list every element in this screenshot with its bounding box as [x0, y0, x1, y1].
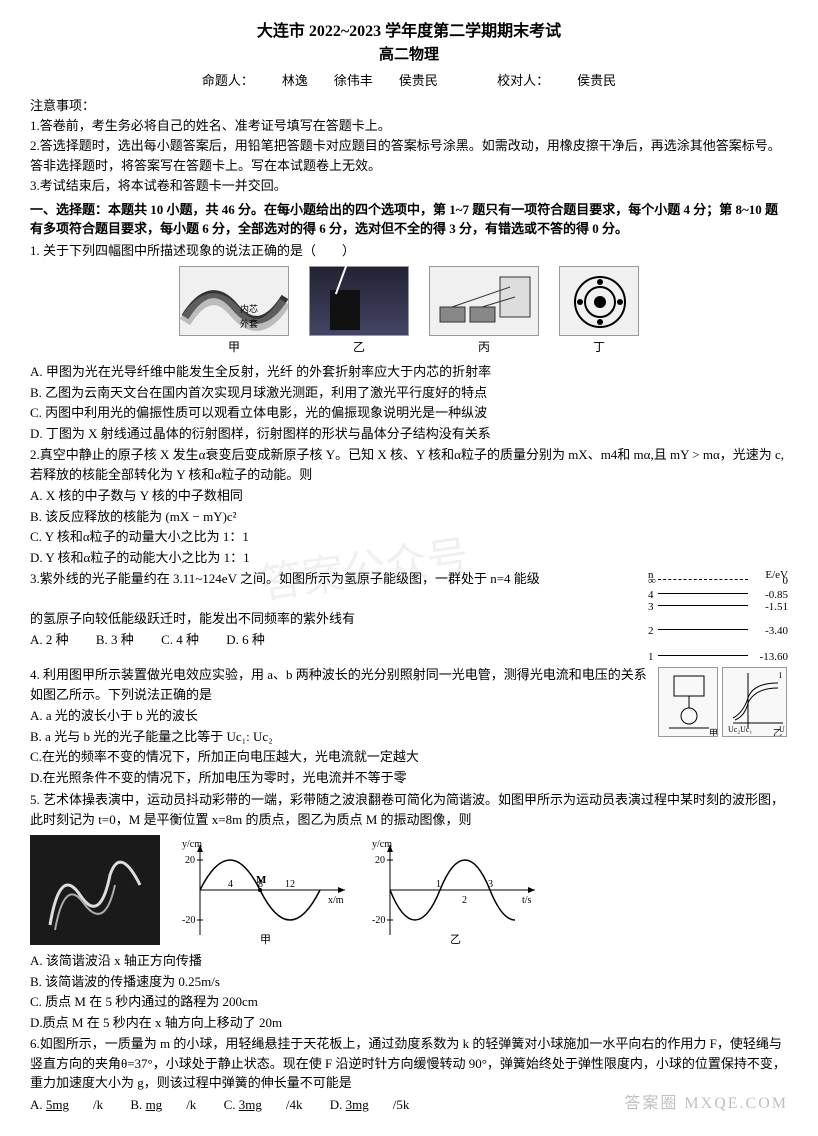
svg-text:y/cm: y/cm [182, 839, 202, 850]
q6-opt-b: B. mg/k [130, 1097, 196, 1112]
q6-stem: 6.如图所示，一质量为 m 的小球，用轻绳悬挂于天花板上，通过劲度系数为 k 的… [30, 1034, 788, 1093]
notice-item: 1.答卷前，考生务必将自己的姓名、准考证号填写在答题卡上。 [30, 116, 788, 136]
svg-text:甲: 甲 [709, 728, 718, 737]
question-3: n E/eV ∞04-0.853-1.512-3.401-13.60 3.紫外线… [30, 569, 788, 663]
author-label: 命题人：林逸 徐伟丰 侯贵民 [188, 73, 452, 88]
q5-opt-a: A. 该简谐波沿 x 轴正方向传播 [30, 951, 788, 971]
q6-options: A. 5mg/k B. mg/k C. 3mg/4k D. 3mg/5k [30, 1095, 788, 1115]
svg-text:t/s: t/s [522, 895, 532, 906]
q1-figures: 内芯 外套 甲 乙 丙 [30, 266, 788, 356]
q1-opt-d: D. 丁图为 X 射线通过晶体的衍射图样，衍射图样的形状与晶体分子结构没有关系 [30, 424, 788, 444]
q4-opt-d: D.在光照条件不变的情况下，所加电压为零时，光电流并不等于零 [30, 768, 788, 788]
svg-text:-20: -20 [182, 915, 195, 926]
svg-text:乙: 乙 [773, 728, 782, 737]
wave-graph-jia: y/cm x/m 20 -20 4 8 12 M 甲 [180, 835, 350, 945]
svg-text:甲: 甲 [260, 934, 271, 945]
notice-block: 注意事项： 1.答卷前，考生务必将自己的姓名、准考证号填写在答题卡上。 2.答选… [30, 96, 788, 196]
svg-text:y/cm: y/cm [372, 839, 392, 850]
notice-label: 注意事项： [30, 96, 788, 116]
svg-text:2: 2 [462, 895, 467, 906]
question-1: 1. 关于下列四幅图中所描述现象的说法正确的是（ ） 内芯 外套 甲 乙 [30, 241, 788, 444]
svg-text:3: 3 [488, 879, 493, 890]
svg-text:乙: 乙 [450, 933, 461, 945]
q1-opt-c: C. 丙图中利用光的偏振性质可以观看立体电影，光的偏振现象说明光是一种纵波 [30, 403, 788, 423]
ribbon-photo-icon [30, 835, 160, 945]
svg-text:1: 1 [436, 879, 441, 890]
q5-stem: 5. 艺术体操表演中，运动员抖动彩带的一端，彩带随之波浪翻卷可简化为简谐波。如图… [30, 790, 788, 829]
q2-stem: 2.真空中静止的原子核 X 发生α衰变后变成新原子核 Y。已知 X 核、Y 核和… [30, 445, 788, 484]
credits-line: 命题人：林逸 徐伟丰 侯贵民 校对人：侯贵民 [30, 71, 788, 91]
telescope-icon [309, 266, 409, 336]
iv-curve-icon: Uc₂Uc₁ I U 乙 [722, 667, 787, 737]
question-5: 5. 艺术体操表演中，运动员抖动彩带的一端，彩带随之波浪翻卷可简化为简谐波。如图… [30, 790, 788, 1032]
q6-opt-c: C. 3mg/4k [224, 1097, 303, 1112]
question-6: 6.如图所示，一质量为 m 的小球，用轻绳悬挂于天花板上，通过劲度系数为 k 的… [30, 1034, 788, 1114]
q4-opt-c: C.在光的频率不变的情况下，所加正向电压越大，光电流就一定越大 [30, 747, 788, 767]
energy-level-diagram: n E/eV ∞04-0.853-1.512-3.401-13.60 [648, 571, 788, 661]
q1-opt-a: A. 甲图为光在光导纤维中能发生全反射，光纤 的外套折射率应大于内芯的折射率 [30, 362, 788, 382]
figure-bing: 丙 [429, 266, 539, 356]
svg-text:20: 20 [375, 855, 385, 866]
wave-graph-yi: y/cm t/s 20 -20 1 2 3 乙 [370, 835, 540, 945]
notice-item: 2.答选择题时，选出每小题答案后，用铅笔把答题卡对应题目的答案标号涂黑。如需改动… [30, 136, 788, 175]
exam-header: 大连市 2022~2023 学年度第二学期期末考试 高二物理 [30, 20, 788, 67]
q2-opt-c: C. Y 核和α粒子的动量大小之比为 1：1 [30, 527, 788, 547]
main-title: 大连市 2022~2023 学年度第二学期期末考试 [30, 20, 788, 44]
q5-opt-b: B. 该简谐波的传播速度为 0.25m/s [30, 972, 788, 992]
question-2: 2.真空中静止的原子核 X 发生α衰变后变成新原子核 Y。已知 X 核、Y 核和… [30, 445, 788, 567]
svg-text:20: 20 [185, 855, 195, 866]
q1-stem: 1. 关于下列四幅图中所描述现象的说法正确的是（ ） [30, 241, 788, 261]
section1-heading: 一、选择题：本题共 10 小题，共 46 分。在每小题给出的四个选项中，第 1~… [30, 200, 788, 239]
diffraction-icon [559, 266, 639, 336]
q2-opt-b: B. 该反应释放的核能为 (mX − mY)c² [30, 507, 788, 527]
svg-text:外套: 外套 [240, 318, 258, 329]
q4-figures: 甲 Uc₂Uc₁ I U 乙 [658, 667, 788, 737]
q5-opt-d: D.质点 M 在 5 秒内在 x 轴方向上移动了 20m [30, 1013, 788, 1033]
svg-text:12: 12 [285, 879, 295, 890]
svg-text:M: M [256, 874, 267, 886]
sub-title: 高二物理 [30, 44, 788, 67]
cinema-3d-icon [429, 266, 539, 336]
figure-jia: 内芯 外套 甲 [179, 266, 289, 356]
svg-text:-20: -20 [372, 915, 385, 926]
q5-opt-c: C. 质点 M 在 5 秒内通过的路程为 200cm [30, 992, 788, 1012]
q2-opt-d: D. Y 核和α粒子的动能大小之比为 1：1 [30, 548, 788, 568]
q6-opt-a: A. 5mg/k [30, 1097, 103, 1112]
reviewer-label: 校对人：侯贵民 [483, 73, 630, 88]
notice-item: 3.考试结束后，将本试卷和答题卡一并交回。 [30, 176, 788, 196]
figure-ding: 丁 [559, 266, 639, 356]
svg-text:4: 4 [228, 879, 233, 890]
svg-text:x/m: x/m [328, 895, 344, 906]
q1-opt-b: B. 乙图为云南天文台在国内首次实现月球激光测距，利用了激光平行度好的特点 [30, 383, 788, 403]
fiber-optic-icon: 内芯 外套 [179, 266, 289, 336]
q6-opt-d: D. 3mg/5k [330, 1097, 410, 1112]
q2-opt-a: A. X 核的中子数与 Y 核的中子数相同 [30, 486, 788, 506]
svg-text:内芯: 内芯 [240, 303, 258, 314]
q5-figures: y/cm x/m 20 -20 4 8 12 M 甲 y/cm t/s 20 -… [30, 835, 788, 945]
svg-text:I: I [779, 671, 782, 680]
svg-text:Uc₂Uc₁: Uc₂Uc₁ [728, 725, 752, 734]
circuit-icon: 甲 [658, 667, 718, 737]
figure-yi: 乙 [309, 266, 409, 356]
question-4: 甲 Uc₂Uc₁ I U 乙 4. 利用图甲所示装置做光电效应实验，用 a、b … [30, 665, 788, 788]
